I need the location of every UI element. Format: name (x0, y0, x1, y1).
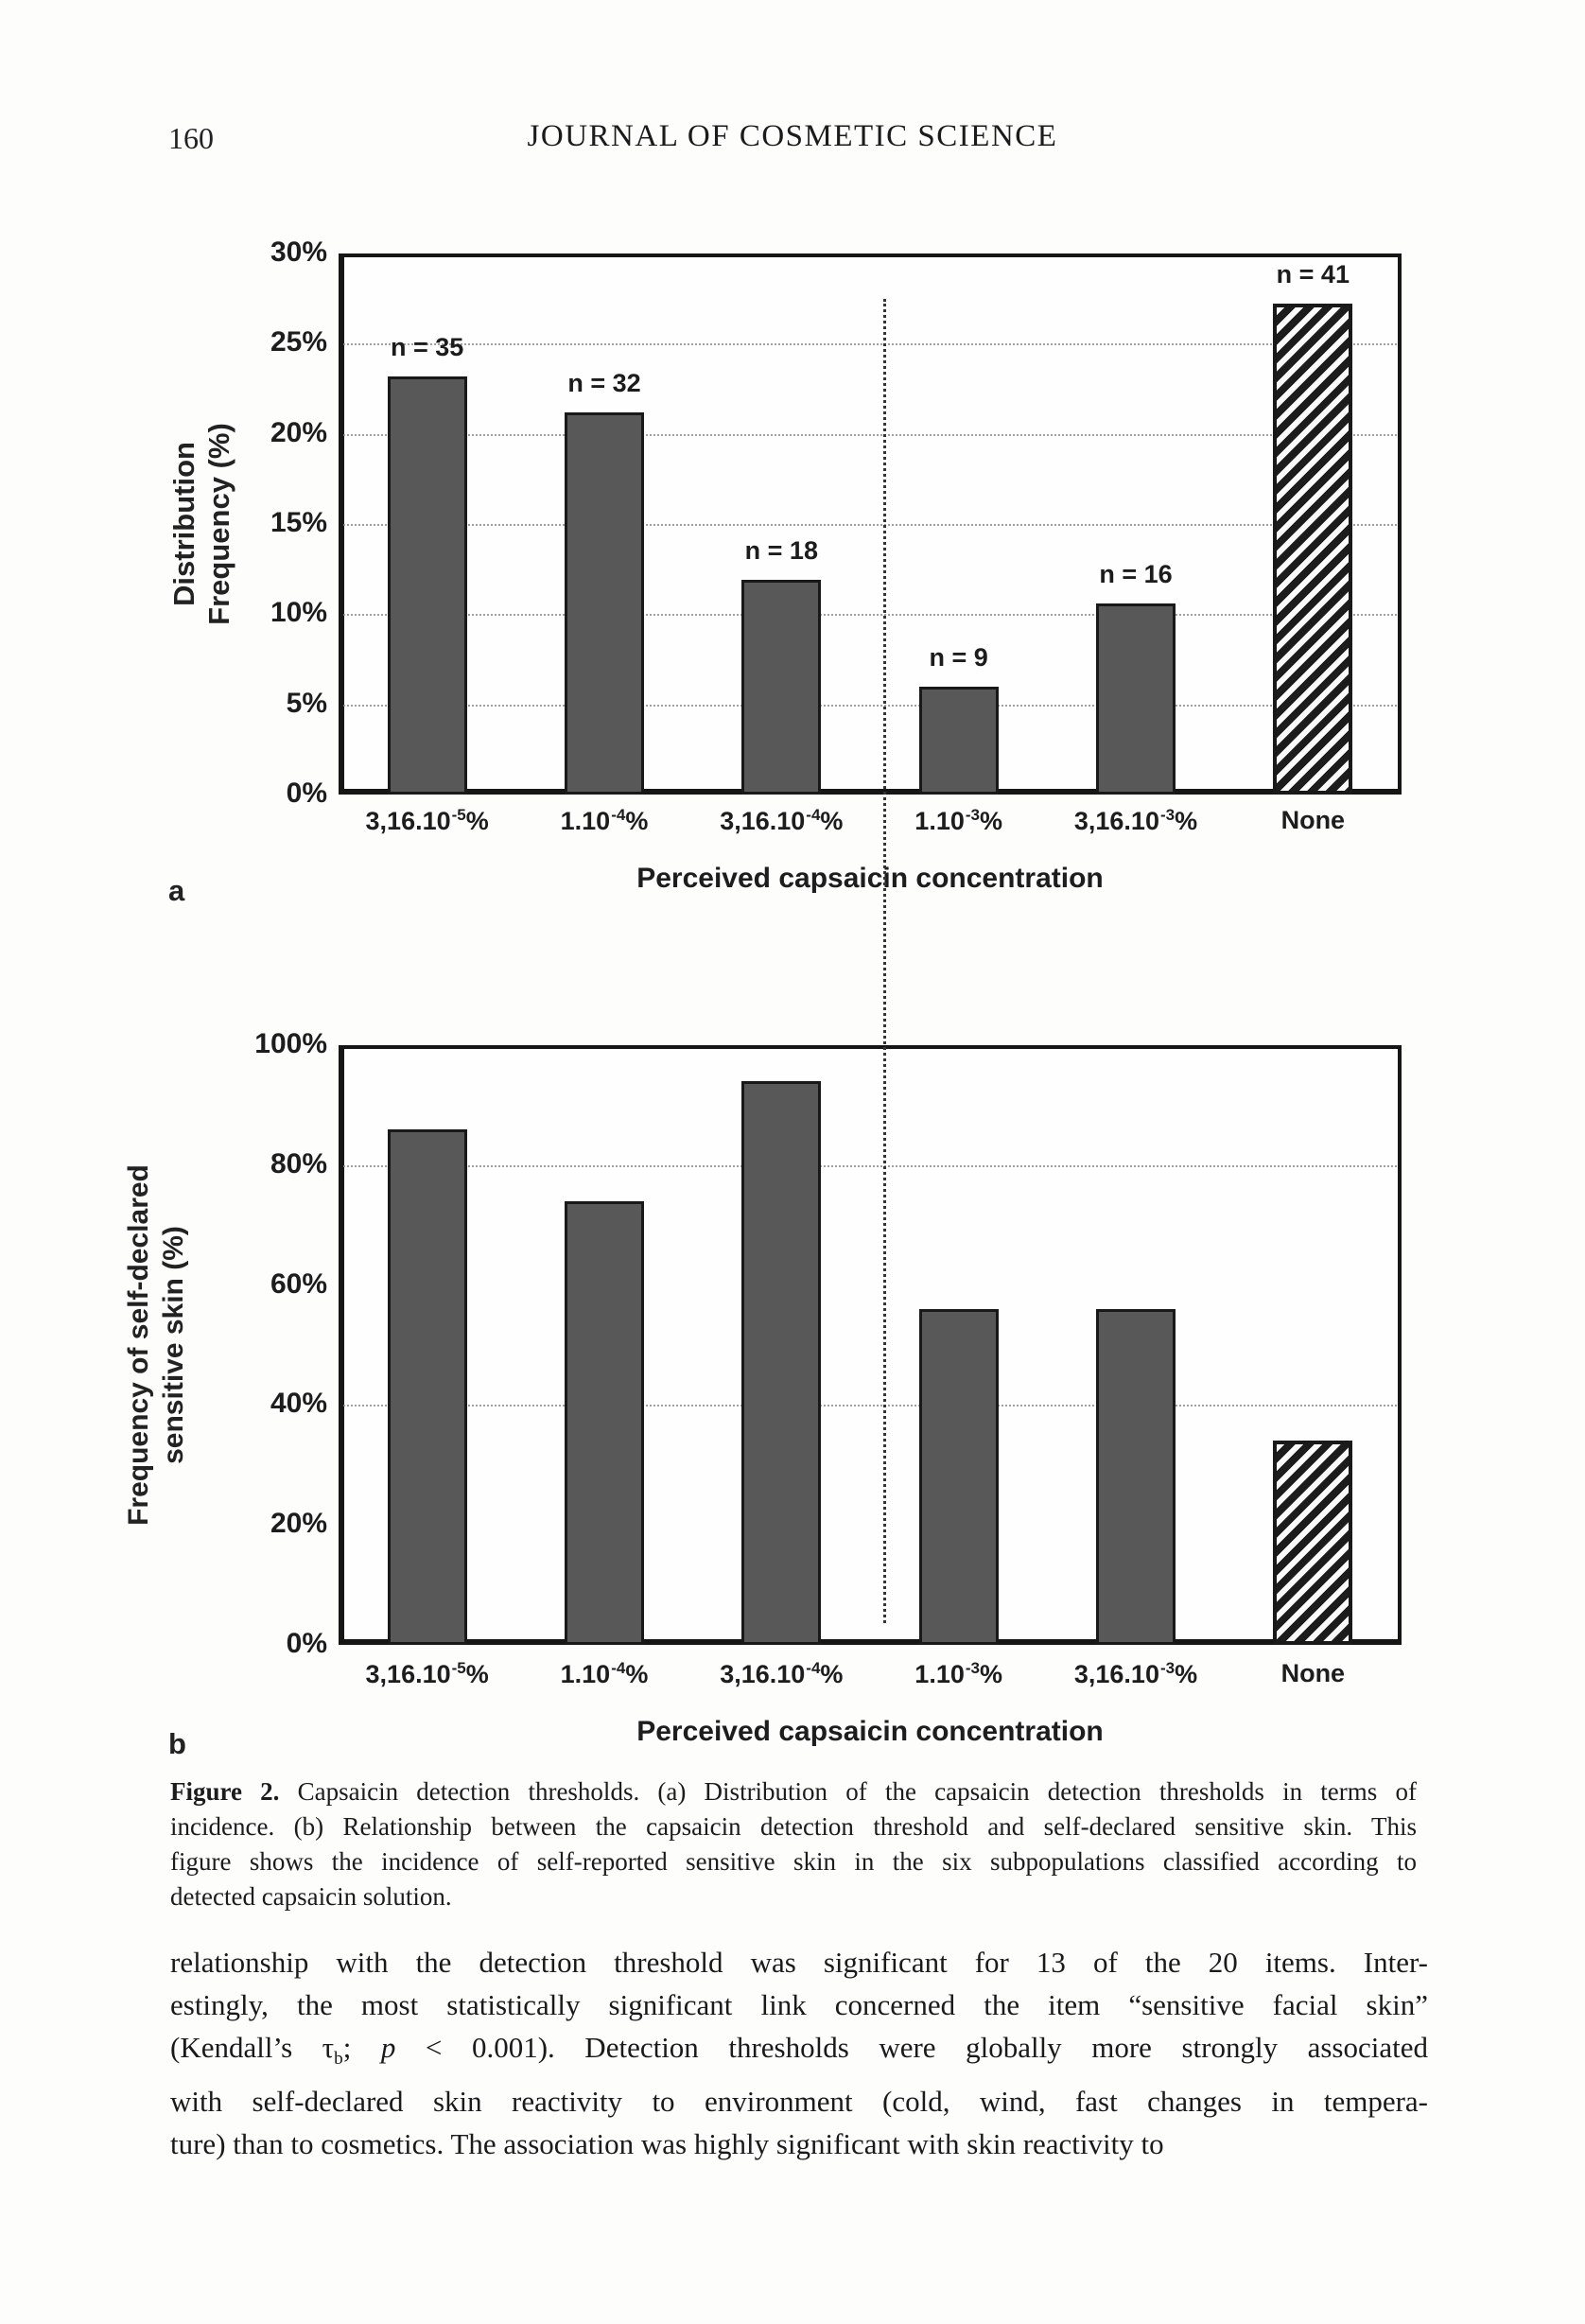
figure-caption: Figure 2. Capsaicin detection thresholds… (170, 1774, 1417, 1914)
chart-b-x-axis-title: Perceived capsaicin concentration (636, 1716, 1104, 1747)
chart-a-bar (918, 687, 999, 795)
chart-b-y-tick-label: 80% (270, 1147, 327, 1179)
chart-b-x-tick-label: 3,16.10-3% (1073, 1659, 1198, 1688)
body-text-line: with self-declared skin reactivity to en… (170, 2085, 1428, 2119)
chart-b-bar (565, 1201, 644, 1645)
caption-line: detected capsaicin solution. (170, 1882, 452, 1911)
chart-b-y-tick-label: 60% (270, 1267, 327, 1300)
chart-b-x-tick-label: 3,16.10-4% (720, 1659, 844, 1688)
chart-a-y-tick-label: 5% (286, 687, 327, 719)
threshold-divider-dotted-line (883, 299, 886, 1623)
chart-a-x-tick-label: None (1280, 806, 1346, 834)
caption-line: incidence. (b) Relationship between the … (170, 1812, 1417, 1841)
chart-a-y-tick-label: 10% (270, 597, 327, 629)
chart-b-y-tick-label: 20% (270, 1508, 327, 1540)
chart-b-bar (387, 1129, 467, 1645)
page-number: 160 (168, 121, 214, 155)
chart-b-bar (1273, 1441, 1353, 1645)
chart-a-x-tick-label: 3,16.10-5% (365, 806, 489, 835)
chart-b-y-tick-label: 40% (270, 1388, 327, 1420)
chart-a-bar (387, 376, 467, 795)
chart-a-gridline (343, 433, 1397, 436)
chart-a-y-tick-label: 20% (270, 416, 327, 448)
chart-a-gridline (343, 343, 1397, 346)
chart-a-bar (741, 580, 822, 795)
body-text-line: estingly, the most statistically signifi… (170, 1988, 1428, 2021)
chart-a-y-tick-label: 0% (286, 778, 327, 809)
chart-a-bar (565, 412, 644, 795)
chart-a-bar (1273, 304, 1353, 795)
chart-b-x-tick-label: 1.10-3% (914, 1659, 1002, 1688)
chart-a-gridline (343, 704, 1397, 707)
chart-a-bar (1096, 603, 1176, 795)
chart-a-bar-count-label: n = 32 (567, 369, 641, 397)
chart-b-x-tick-label: None (1280, 1659, 1346, 1687)
chart-a-x-tick-label: 1.10-4% (560, 806, 649, 835)
chart-a-bar-count-label: n = 35 (391, 333, 464, 361)
chart-a-gridline (343, 614, 1397, 617)
caption-line: figure shows the incidence of self-repor… (170, 1847, 1417, 1876)
chart-a-x-tick-label: 1.10-3% (914, 806, 1002, 835)
chart-b-bar (918, 1309, 999, 1645)
chart-a-bar-count-label: n = 41 (1276, 260, 1350, 288)
chart-a-bar-count-label: n = 18 (744, 536, 818, 565)
caption-line: Figure 2. Capsaicin detection thresholds… (170, 1777, 1417, 1806)
body-paragraph: relationship with the detection threshol… (170, 1941, 1428, 2165)
chart-b-bar (741, 1081, 822, 1645)
chart-a-gridline (343, 524, 1397, 526)
body-text-line: relationship with the detection threshol… (170, 1946, 1428, 1979)
chart-b-x-tick-label: 3,16.10-5% (365, 1659, 489, 1688)
chart-a-y-tick-label: 15% (270, 507, 327, 538)
chart-b-x-tick-label: 1.10-4% (560, 1659, 649, 1688)
chart-a-y-tick-label: 30% (270, 236, 327, 268)
chart-a-bar-count-label: n = 16 (1099, 560, 1173, 588)
panel-label-b: b (168, 1727, 186, 1760)
chart-a-x-tick-label: 3,16.10-4% (720, 806, 844, 835)
chart-b-gridline (343, 1405, 1397, 1407)
chart-b-plot-frame (339, 1045, 1402, 1645)
chart-b-bar (1096, 1309, 1176, 1645)
chart-a-x-tick-label: 3,16.10-3% (1073, 806, 1198, 835)
body-text-line: (Kendall’s τb; p < 0.001). Detection thr… (170, 2031, 1428, 2070)
panel-label-a: a (168, 874, 185, 907)
chart-a-x-axis-title: Perceived capsaicin concentration (636, 863, 1104, 894)
journal-title: JOURNAL OF COSMETIC SCIENCE (527, 119, 1058, 153)
chart-a-y-tick-label: 25% (270, 326, 327, 358)
body-text-line: ture) than to cosmetics. The association… (170, 2127, 1164, 2161)
chart-b-gridline (343, 1164, 1397, 1167)
chart-b-y-tick-label: 100% (254, 1028, 327, 1059)
chart-a-bar-count-label: n = 9 (929, 643, 988, 672)
chart-b-y-tick-label: 0% (286, 1628, 327, 1659)
